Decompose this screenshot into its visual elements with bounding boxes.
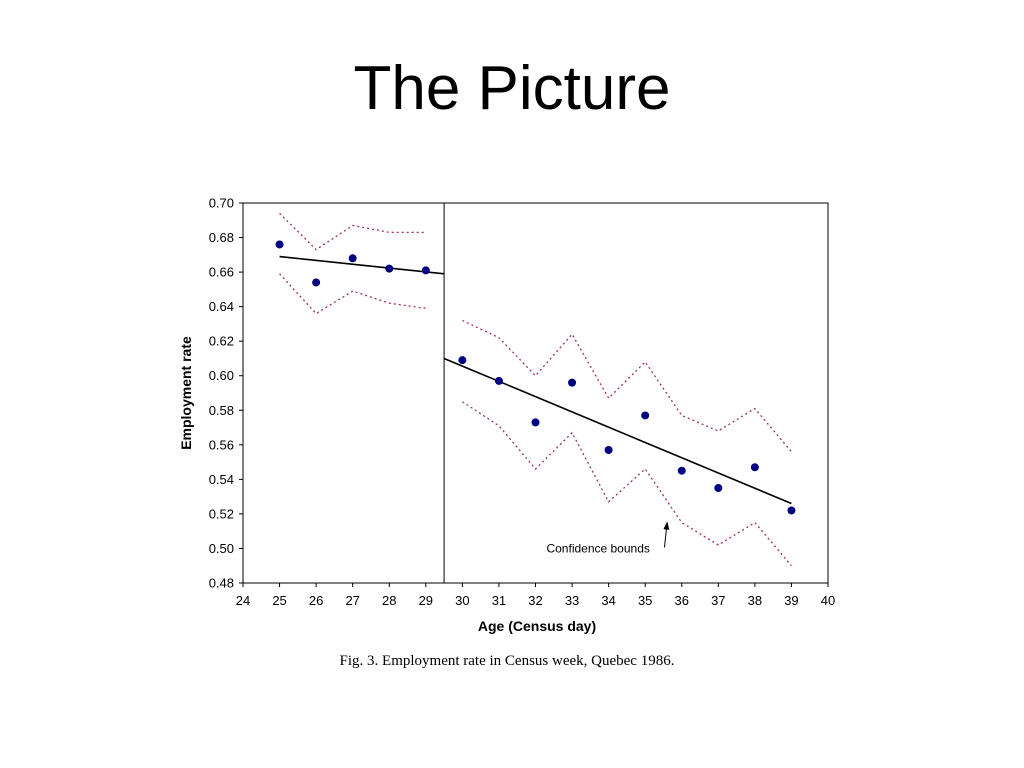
y-axis: 0.48 0.50 0.52 0.54 0.56 0.58 0.60 0.62 0.64 0.66… xyxy=(209,196,243,591)
figure-caption: Fig. 3. Employment rate in Census week, … xyxy=(340,653,675,669)
plot-area-frame xyxy=(242,202,829,584)
x-tick-label: 36 xyxy=(675,593,689,608)
y-tick-label: 0.62 xyxy=(209,334,234,349)
x-tick-label: 35 xyxy=(638,593,652,608)
y-axis-title: Employment rate xyxy=(178,336,194,450)
x-axis: 24 25 26 27 28 29 30 31 32 33 34 35 36 37 38 39 40 xyxy=(236,583,835,608)
data-points xyxy=(275,240,796,515)
upper-confidence-bound xyxy=(279,212,426,251)
confidence-bounds xyxy=(279,212,792,567)
annotation-arrow xyxy=(663,521,670,548)
data-point xyxy=(531,418,540,427)
y-tick-label: 0.64 xyxy=(209,299,234,314)
annotation: Confidence bounds xyxy=(546,521,670,555)
x-tick-label: 29 xyxy=(419,593,433,608)
y-tick-label: 0.50 xyxy=(209,541,234,556)
y-tick-label: 0.60 xyxy=(209,368,234,383)
x-tick-label: 38 xyxy=(748,593,762,608)
data-point xyxy=(458,356,467,365)
x-tick-label: 37 xyxy=(711,593,725,608)
data-point xyxy=(348,254,357,263)
y-tick-label: 0.48 xyxy=(209,576,234,591)
data-point xyxy=(275,240,284,249)
x-tick-label: 24 xyxy=(236,593,250,608)
x-tick-label: 34 xyxy=(601,593,615,608)
annotation-label: Confidence bounds xyxy=(546,541,649,555)
y-tick-label: 0.66 xyxy=(209,265,234,280)
slide-title: The Picture xyxy=(353,54,671,123)
fit-lines xyxy=(279,255,792,505)
data-point xyxy=(677,466,686,475)
x-tick-label: 40 xyxy=(821,593,835,608)
data-point xyxy=(568,378,577,387)
data-point xyxy=(641,411,650,420)
y-tick-label: 0.56 xyxy=(209,437,234,452)
y-tick-label: 0.70 xyxy=(209,196,234,211)
x-tick-label: 32 xyxy=(528,593,542,608)
data-point xyxy=(421,266,430,275)
x-tick-label: 26 xyxy=(309,593,323,608)
y-tick-label: 0.68 xyxy=(209,230,234,245)
data-point xyxy=(750,463,759,472)
x-axis-title: Age (Census day) xyxy=(478,618,596,634)
data-point xyxy=(385,264,394,273)
x-tick-label: 28 xyxy=(382,593,396,608)
data-point xyxy=(494,376,503,385)
lower-confidence-bound xyxy=(279,273,426,315)
data-point xyxy=(714,484,723,492)
x-tick-label: 27 xyxy=(345,593,359,608)
y-tick-label: 0.52 xyxy=(209,506,234,521)
y-tick-label: 0.54 xyxy=(209,472,234,487)
x-tick-label: 33 xyxy=(565,593,579,608)
x-tick-label: 31 xyxy=(492,593,506,608)
data-point xyxy=(787,506,796,515)
upper-confidence-bound xyxy=(462,319,792,453)
data-point xyxy=(312,278,321,287)
data-point xyxy=(604,446,613,454)
y-tick-label: 0.58 xyxy=(209,403,234,418)
x-tick-label: 39 xyxy=(784,593,798,608)
x-tick-label: 25 xyxy=(272,593,286,608)
x-tick-label: 30 xyxy=(455,593,469,608)
fit-line xyxy=(279,255,445,275)
